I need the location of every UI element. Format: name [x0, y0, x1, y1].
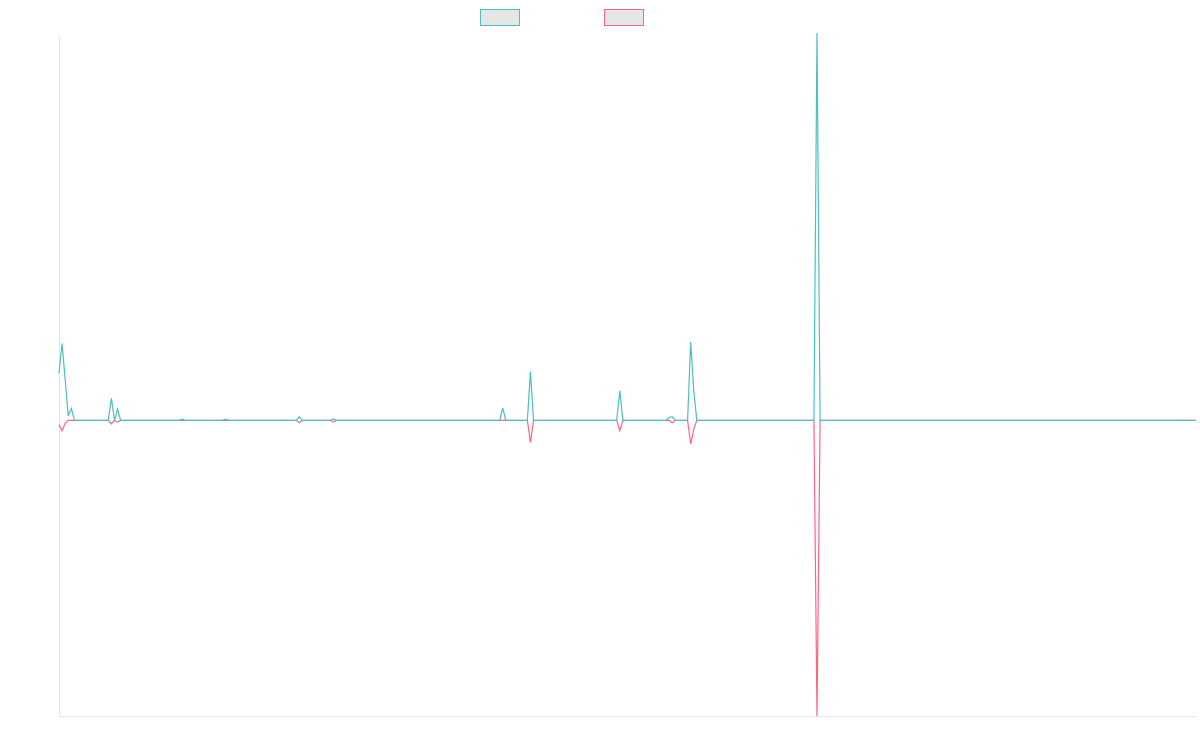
legend-swatch-series-2[interactable]	[604, 9, 644, 26]
series-line-2	[58, 419, 1196, 717]
series-line-1	[58, 33, 1196, 421]
series-layer	[58, 33, 1196, 717]
legend-swatch-series-1[interactable]	[480, 9, 520, 26]
